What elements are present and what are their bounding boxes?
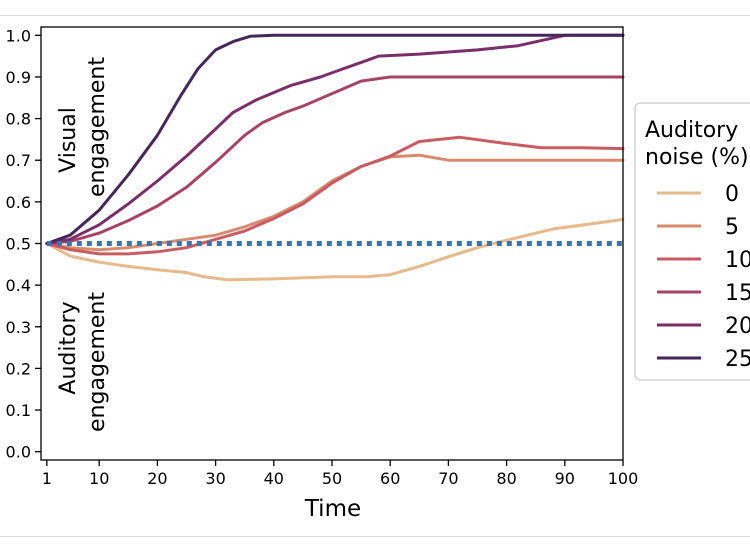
x-tick-label-40: 40 (264, 469, 284, 488)
y-tick-label-0.5: 0.5 (6, 235, 31, 254)
y-tick-label-1.0: 1.0 (6, 26, 31, 45)
x-axis-ticks: 1 10 20 30 40 50 60 70 80 90 100 (42, 460, 639, 488)
x-tick-label-50: 50 (322, 469, 342, 488)
series-line-0 (45, 217, 625, 282)
x-tick-label-20: 20 (147, 469, 167, 488)
legend-box (634, 102, 750, 381)
series-lines (45, 33, 625, 282)
series-line-10 (45, 135, 625, 256)
legend-label-25: 25 (725, 347, 750, 372)
series-line-15 (45, 75, 625, 245)
legend-label-20: 20 (725, 314, 750, 339)
x-tick-label-90: 90 (555, 469, 575, 488)
x-tick-label-30: 30 (205, 469, 225, 488)
auditory-engagement-label-line1: Auditory (56, 301, 81, 394)
visual-engagement-label-line2: engagement (85, 57, 110, 197)
legend-title-line1: Auditory (645, 118, 738, 143)
x-tick-label-70: 70 (438, 469, 458, 488)
bottom-frame-line (0, 536, 750, 537)
y-tick-label-0.2: 0.2 (6, 359, 31, 378)
legend-label-10: 10 (725, 248, 750, 273)
x-tick-label-1: 1 (42, 469, 52, 488)
series-line-5 (45, 153, 625, 252)
y-tick-label-0.1: 0.1 (6, 401, 31, 420)
y-tick-label-0.9: 0.9 (6, 68, 31, 87)
top-frame-line (0, 15, 750, 16)
y-tick-label-0.6: 0.6 (6, 193, 31, 212)
legend-title-line2: noise (%) (645, 145, 749, 170)
auditory-engagement-label-line2: engagement (85, 292, 110, 432)
series-line-25 (45, 33, 625, 245)
y-tick-label-0.8: 0.8 (6, 110, 31, 129)
x-tick-label-60: 60 (380, 469, 400, 488)
y-tick-label-0.0: 0.0 (6, 443, 31, 462)
y-axis-ticks: 0.0 0.1 0.2 0.3 0.4 0.5 0.6 0.7 0.8 0.9 1.0 (6, 26, 41, 462)
x-tick-label-10: 10 (89, 469, 109, 488)
legend-label-15: 15 (725, 281, 750, 306)
y-tick-label-0.7: 0.7 (6, 151, 31, 170)
x-axis-label: Time (304, 496, 361, 522)
legend-label-5: 5 (725, 215, 739, 240)
x-tick-label-80: 80 (496, 469, 516, 488)
legend: Auditory noise (%) 0 5 10 15 20 25 (634, 102, 750, 381)
legend-label-0: 0 (725, 182, 739, 207)
visual-engagement-label-line1: Visual (56, 107, 81, 173)
y-tick-label-0.3: 0.3 (6, 318, 31, 337)
series-line-20 (45, 33, 625, 245)
y-tick-label-0.4: 0.4 (6, 276, 31, 295)
legend-entries: 0 5 10 15 20 25 (657, 182, 750, 372)
x-tick-label-100: 100 (608, 469, 639, 488)
